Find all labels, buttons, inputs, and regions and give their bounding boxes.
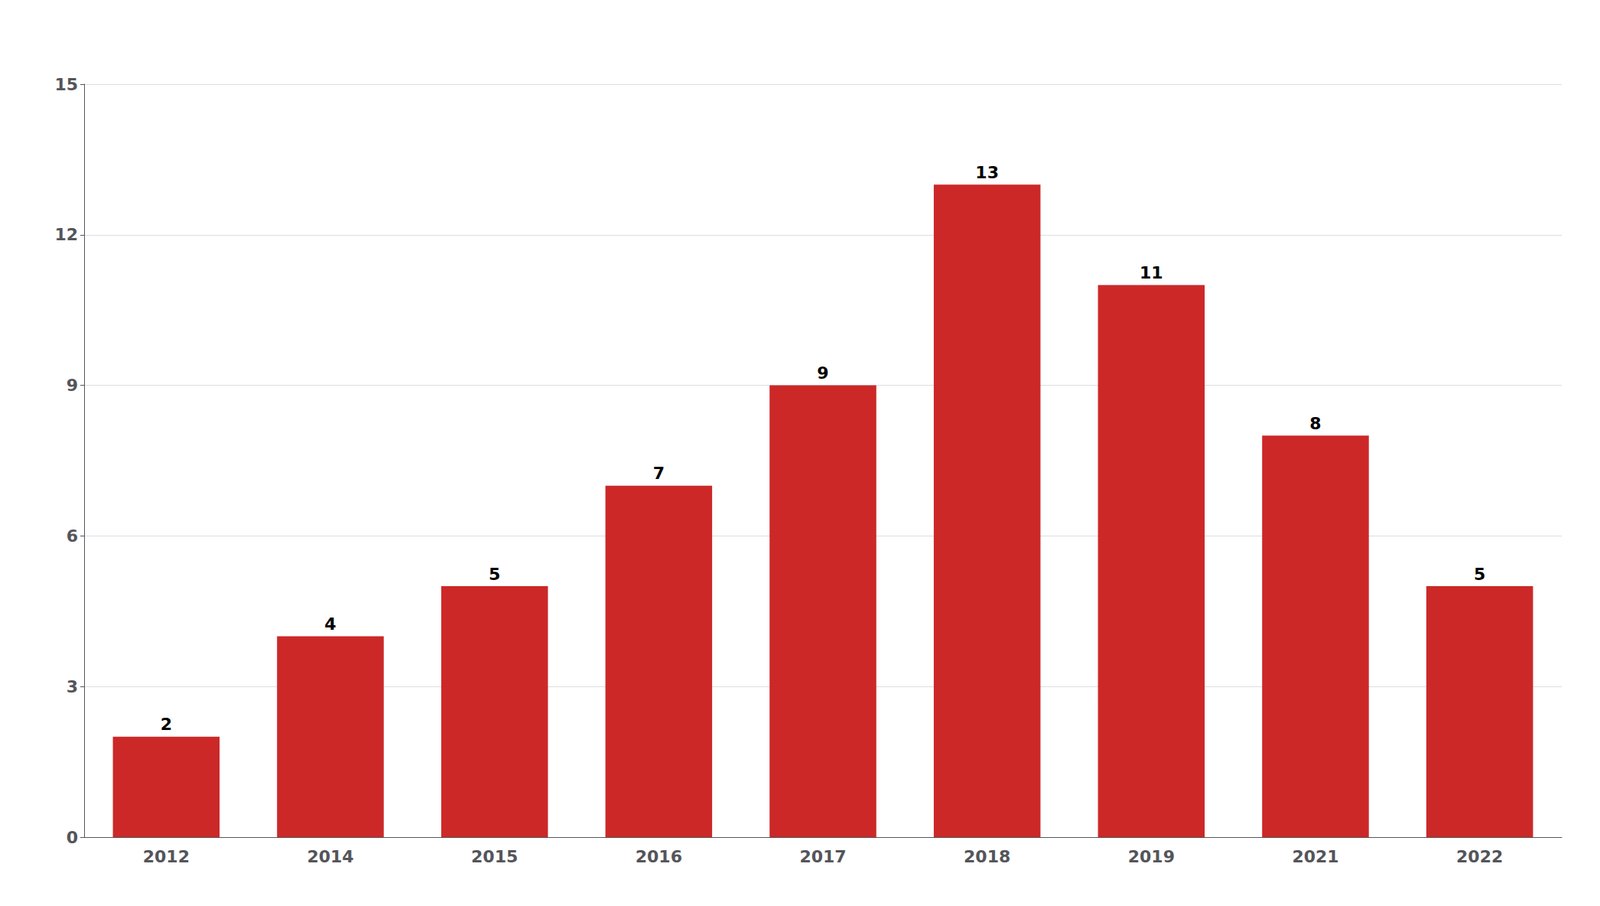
svg-text:3: 3 [66,676,79,696]
svg-text:2019: 2019 [1128,846,1175,866]
svg-text:2021: 2021 [1291,846,1339,866]
svg-text:13: 13 [975,162,999,183]
svg-text:5: 5 [1473,564,1486,584]
svg-text:11: 11 [1139,263,1164,283]
svg-text:5: 5 [488,564,501,584]
svg-text:8: 8 [1309,413,1321,433]
svg-text:2022: 2022 [1456,846,1503,866]
svg-text:2: 2 [160,714,173,734]
svg-text:7: 7 [653,463,665,483]
svg-text:12: 12 [54,224,79,244]
svg-text:6: 6 [66,526,79,546]
svg-text:2015: 2015 [471,846,518,866]
svg-text:9: 9 [816,363,829,383]
svg-text:2018: 2018 [963,846,1011,866]
svg-text:2014: 2014 [306,846,354,866]
svg-text:15: 15 [54,74,79,95]
svg-text:9: 9 [66,375,79,395]
svg-text:2017: 2017 [799,846,846,866]
svg-text:4: 4 [324,614,336,634]
svg-text:0: 0 [66,827,79,847]
svg-text:2016: 2016 [635,846,683,866]
svg-text:2012: 2012 [143,846,190,866]
